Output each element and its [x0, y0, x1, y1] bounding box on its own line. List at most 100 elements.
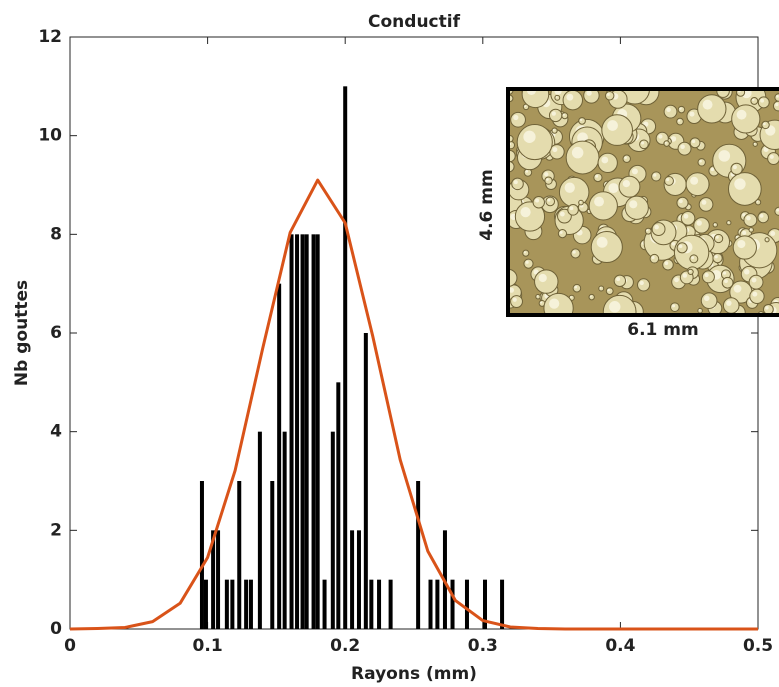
droplet	[663, 140, 670, 147]
droplet	[522, 249, 530, 257]
bar	[388, 579, 393, 629]
droplet	[544, 176, 553, 185]
droplet-highlight	[710, 167, 715, 172]
droplet	[722, 297, 740, 314]
droplet-highlight	[574, 285, 578, 289]
droplet	[532, 196, 545, 209]
inset-frame	[506, 87, 779, 317]
droplet	[551, 127, 558, 134]
droplet-highlight	[579, 118, 583, 122]
droplet-highlight	[742, 213, 746, 217]
droplet-highlight	[682, 273, 688, 278]
droplet	[545, 196, 556, 207]
droplet	[687, 268, 694, 275]
droplet-highlight	[570, 296, 572, 298]
droplet	[685, 172, 710, 197]
bar	[369, 579, 374, 629]
y-tick-label: 2	[50, 520, 62, 540]
bar	[257, 431, 262, 629]
droplet	[637, 278, 651, 292]
droplet-highlight	[653, 173, 657, 177]
droplet-highlight	[677, 119, 681, 122]
bar	[343, 86, 348, 630]
droplet	[712, 222, 718, 228]
droplet	[716, 89, 730, 98]
droplet-highlight	[678, 244, 683, 249]
droplet	[761, 120, 770, 130]
droplet-highlight	[606, 92, 610, 96]
droplet-highlight	[639, 280, 644, 286]
droplet-highlight	[551, 111, 556, 116]
droplet-highlight	[564, 182, 575, 193]
droplet	[676, 242, 688, 254]
fit-line	[69, 178, 758, 631]
droplet-highlight	[734, 178, 746, 190]
droplet-highlight	[704, 272, 709, 278]
droplet-highlight	[691, 256, 695, 260]
droplet-highlight	[549, 298, 560, 309]
droplet-highlight	[629, 200, 638, 209]
bar	[330, 431, 335, 629]
y-tick-label: 10	[38, 126, 62, 146]
droplet-highlight	[670, 136, 677, 142]
droplet	[664, 176, 674, 186]
droplet-highlight	[744, 269, 750, 275]
droplet-highlight	[525, 170, 529, 173]
droplet	[554, 94, 561, 101]
bar	[450, 579, 455, 629]
droplet	[730, 162, 743, 176]
droplet	[701, 270, 715, 284]
droplet-highlight	[765, 306, 769, 310]
droplet-highlight	[624, 156, 627, 159]
chart-title: Conductif	[368, 12, 461, 32]
droplet	[593, 172, 603, 183]
bar	[428, 579, 433, 629]
bar	[435, 579, 440, 629]
droplet	[698, 197, 714, 212]
droplet-highlight	[535, 198, 540, 203]
droplet	[750, 96, 759, 105]
bar	[300, 234, 305, 630]
droplet-highlight	[559, 230, 563, 234]
droplet-highlight	[691, 139, 696, 144]
droplet	[622, 154, 631, 163]
droplet	[535, 294, 541, 300]
droplet	[510, 295, 523, 308]
droplet-highlight	[577, 132, 588, 144]
bar	[483, 579, 488, 629]
droplet-highlight	[654, 224, 659, 230]
droplet-highlight	[520, 206, 531, 218]
droplet	[726, 220, 732, 226]
droplet-highlight	[753, 142, 756, 145]
y-tick-label: 0	[50, 619, 62, 639]
droplet-highlight	[724, 279, 728, 284]
bar	[289, 234, 294, 630]
droplet	[578, 117, 586, 125]
droplet-highlight	[674, 277, 679, 283]
droplets	[508, 89, 779, 315]
droplet	[697, 307, 703, 314]
droplet-highlight	[713, 223, 716, 225]
x-tick-label: 0	[64, 636, 76, 656]
droplet-highlight	[696, 220, 702, 226]
droplet	[649, 253, 660, 264]
droplet-highlight	[589, 295, 592, 298]
droplet	[713, 233, 724, 244]
y-tick-label: 8	[50, 224, 62, 244]
droplet	[757, 211, 770, 224]
droplet	[565, 140, 600, 175]
droplet	[757, 96, 770, 109]
droplet	[670, 302, 680, 312]
bar	[336, 382, 341, 629]
x-tick-label: 0.5	[743, 636, 773, 656]
droplet-highlight	[555, 96, 558, 98]
droplet-highlight	[701, 199, 707, 205]
bar	[315, 234, 320, 630]
droplet-highlight	[733, 284, 742, 293]
droplet	[511, 177, 524, 191]
bar	[304, 234, 309, 630]
droplet-highlight	[723, 271, 727, 275]
droplet-highlight	[664, 141, 667, 144]
droplet	[605, 287, 614, 296]
y-tick-label: 12	[38, 27, 62, 47]
